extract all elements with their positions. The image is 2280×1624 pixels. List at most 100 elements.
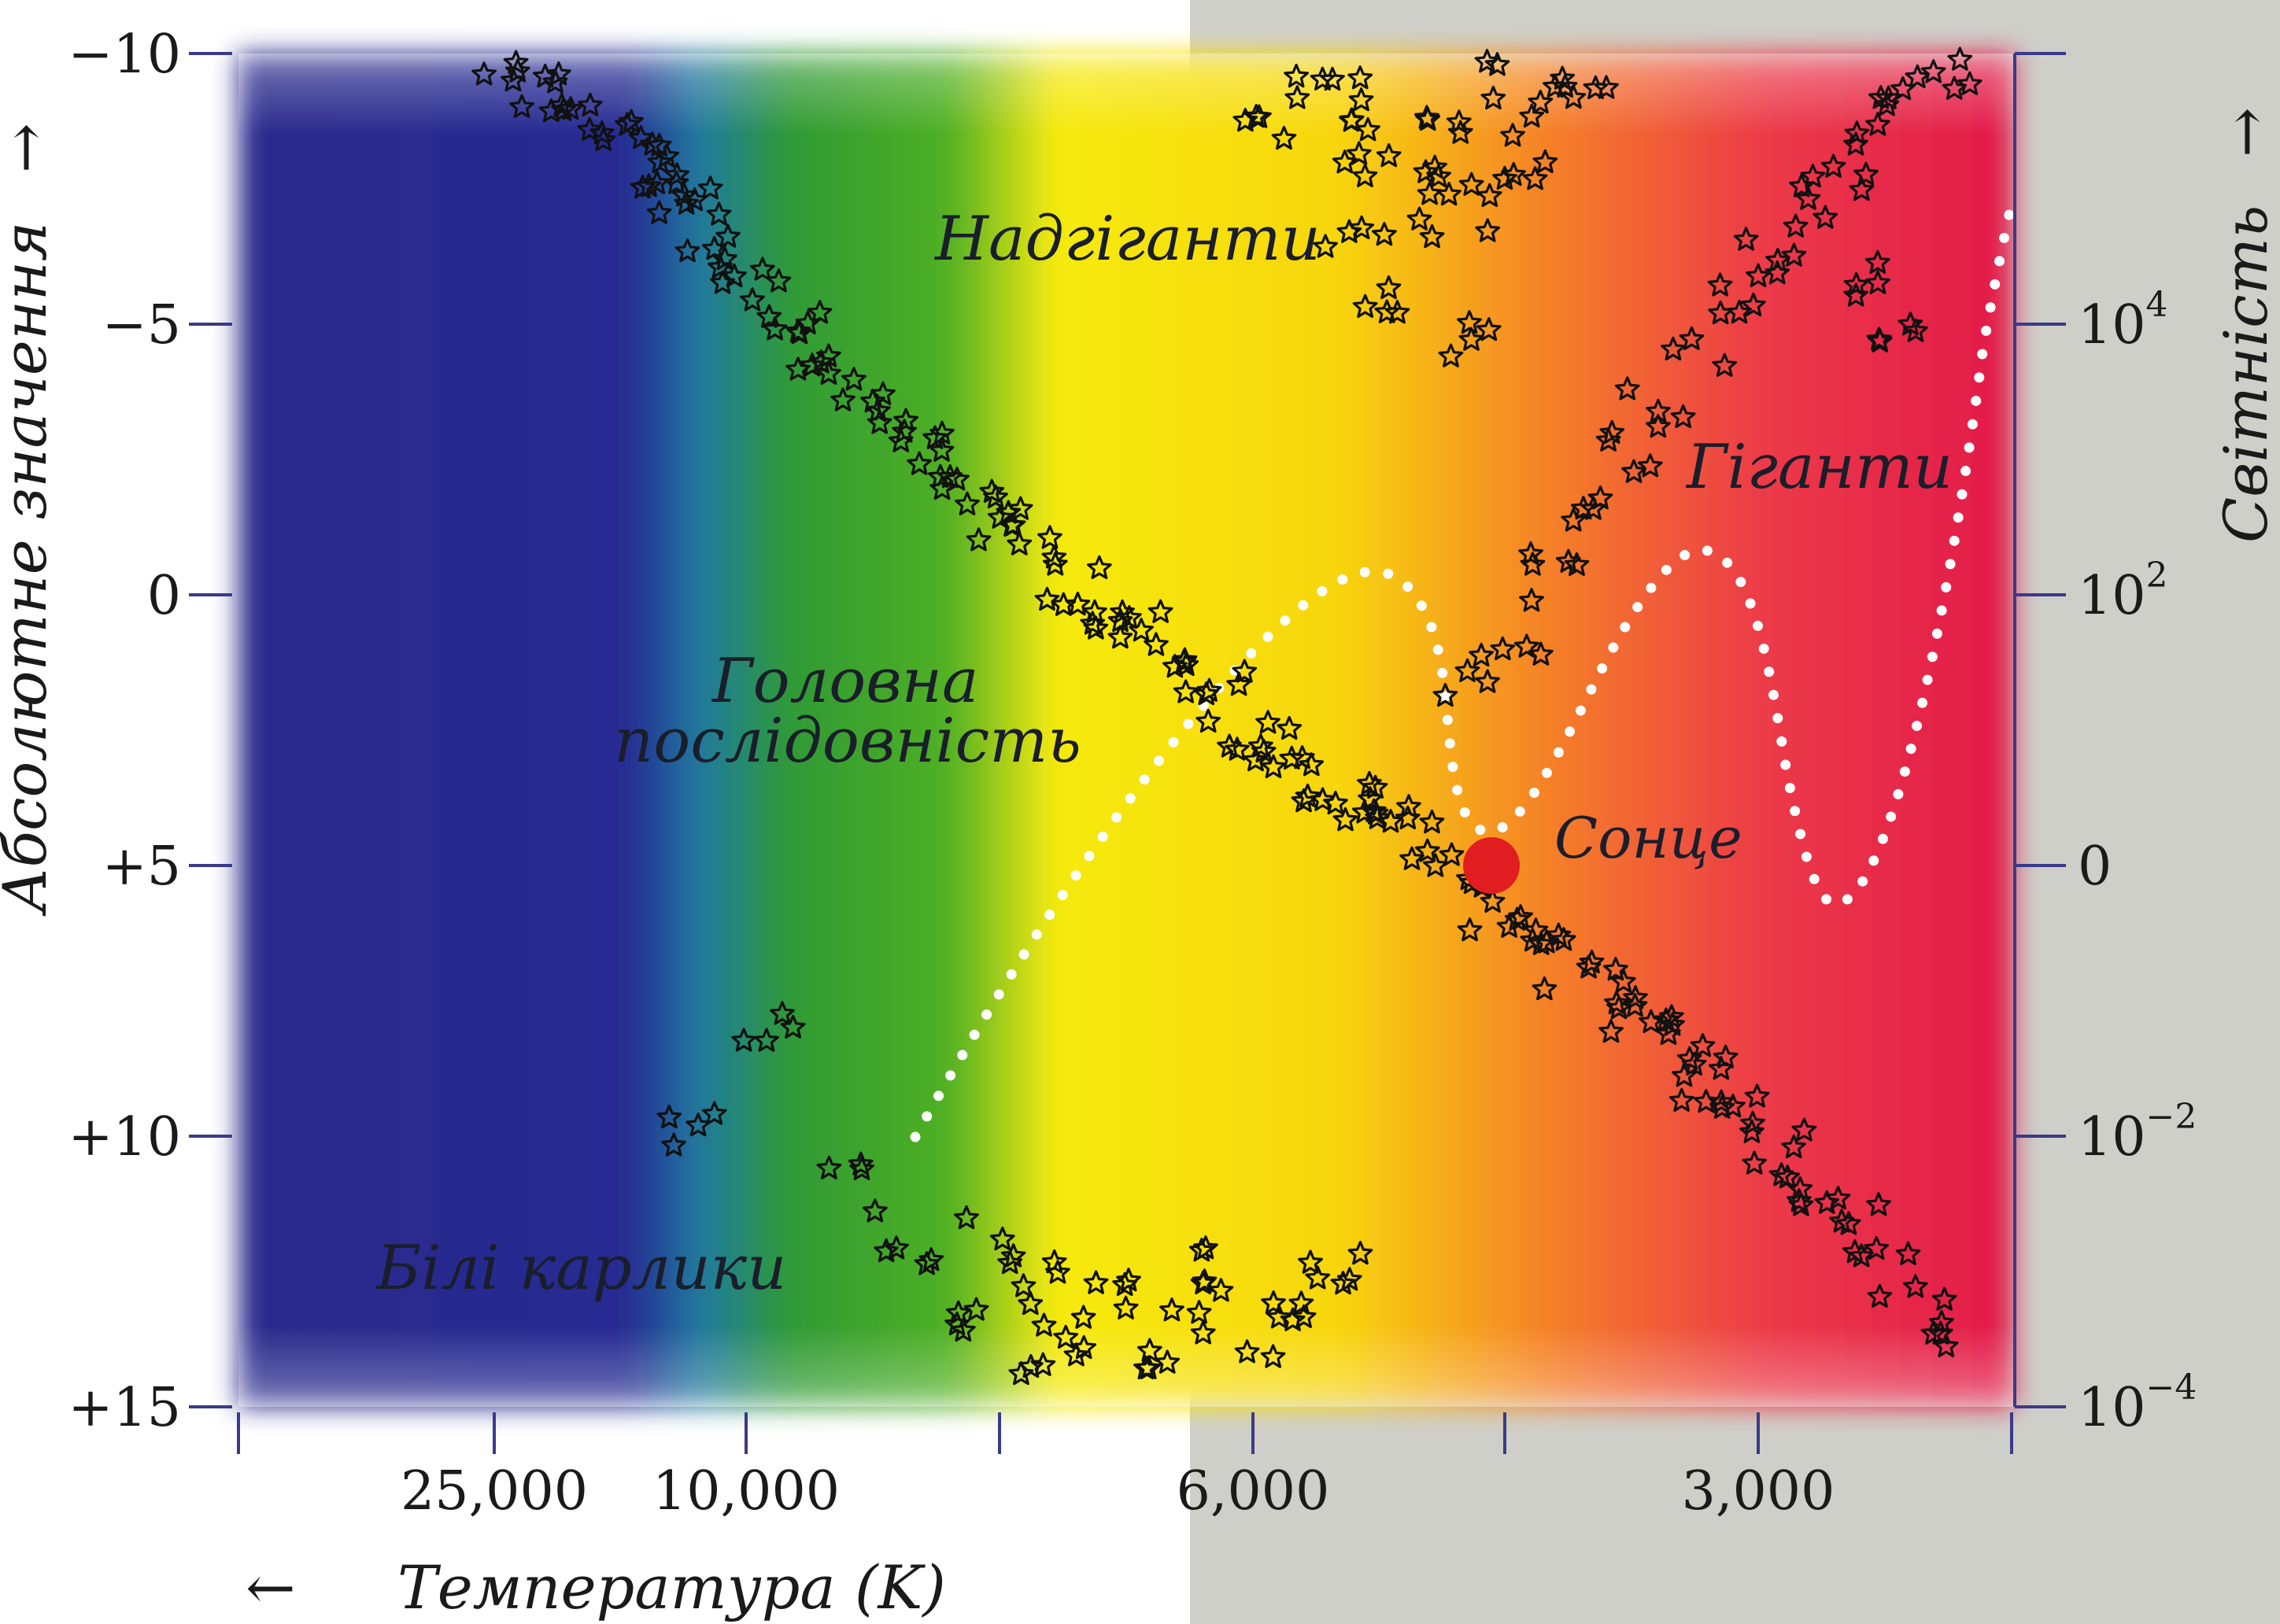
star-marker-white_dwarfs xyxy=(874,1238,899,1263)
x-axis-title: Температура (K) xyxy=(397,1552,946,1622)
star-marker-supergiants xyxy=(1376,275,1402,300)
star-marker-main_sequence xyxy=(1173,679,1199,703)
star-marker-supergiants xyxy=(1349,215,1374,240)
star-marker-main_sequence xyxy=(538,98,564,123)
star-marker-main_sequence xyxy=(1225,736,1250,761)
star-marker-main_sequence xyxy=(1895,1241,1921,1265)
star-marker-white_dwarfs xyxy=(1291,1304,1317,1328)
star-marker-main_sequence xyxy=(636,173,662,197)
star-marker-main_sequence xyxy=(929,475,955,500)
star-marker-main_sequence xyxy=(1248,733,1273,758)
star-marker-main_sequence xyxy=(1144,632,1169,656)
star-marker-main_sequence xyxy=(1933,1333,1959,1358)
star-marker-white_dwarfs xyxy=(1298,1249,1323,1274)
star-marker-white_dwarfs xyxy=(849,1156,874,1180)
star-marker-white_dwarfs xyxy=(862,1198,888,1223)
star-marker-main_sequence xyxy=(830,387,855,412)
star-marker-main_sequence xyxy=(1277,715,1303,740)
star-marker-main_sequence xyxy=(1639,1009,1664,1033)
star-marker-giants xyxy=(1903,318,1928,342)
star-marker-main_sequence xyxy=(1603,957,1628,981)
star-marker-white_dwarfs xyxy=(1071,1334,1097,1360)
star-marker-main_sequence xyxy=(1147,599,1173,623)
star-marker-white_dwarfs xyxy=(1266,1305,1292,1329)
star-marker-main_sequence xyxy=(1690,1033,1716,1057)
star-marker-main_sequence xyxy=(1788,1192,1814,1216)
star-marker-supergiants xyxy=(1374,299,1400,323)
star-marker-main_sequence xyxy=(1598,1018,1624,1043)
star-marker-main_sequence xyxy=(1129,618,1154,642)
star-marker-giants xyxy=(1765,260,1790,285)
star-marker-giants xyxy=(1520,552,1546,576)
star-marker-main_sequence xyxy=(1007,496,1033,520)
star-marker-giants xyxy=(1867,328,1893,352)
star-marker-main_sequence xyxy=(509,94,534,118)
star-marker-main_sequence xyxy=(1172,647,1198,671)
star-marker-main_sequence xyxy=(1604,990,1629,1014)
star-marker-main_sequence xyxy=(1255,710,1280,734)
star-marker-giants xyxy=(1561,507,1586,532)
star-marker-giants xyxy=(1712,352,1738,377)
star-marker-giants xyxy=(1849,177,1875,201)
star-marker-white_dwarfs xyxy=(1008,1360,1034,1386)
star-marker-main_sequence xyxy=(1546,922,1572,947)
star-marker-main_sequence xyxy=(578,92,603,116)
star-marker-main_sequence xyxy=(697,175,723,200)
star-marker-giants xyxy=(1679,326,1705,350)
star-marker-supergiants xyxy=(1528,90,1554,114)
star-marker-giants xyxy=(1765,247,1790,272)
star-marker-main_sequence xyxy=(1226,672,1251,696)
star-marker-giants xyxy=(1741,292,1766,317)
y-left-tick-label: +15 xyxy=(68,1377,181,1439)
star-marker-main_sequence xyxy=(1323,790,1348,815)
star-marker-main_sequence xyxy=(708,254,733,279)
star-marker-white_dwarfs xyxy=(1260,1344,1286,1368)
star-marker-giants xyxy=(1864,249,1890,274)
star-marker-main_sequence xyxy=(1107,625,1133,649)
star-marker-supergiants xyxy=(1458,172,1484,196)
star-marker-giants xyxy=(1661,336,1686,361)
star-marker-main_sequence xyxy=(750,257,775,281)
star-marker-white_dwarfs xyxy=(661,1132,686,1157)
star-marker-main_sequence xyxy=(644,170,670,194)
star-marker-main_sequence xyxy=(929,437,955,462)
star-marker-main_sequence xyxy=(807,300,833,324)
star-marker-supergiants xyxy=(1543,73,1568,98)
star-marker-white_dwarfs xyxy=(754,1028,779,1052)
star-marker-giants xyxy=(1564,552,1590,576)
star-marker-supergiants xyxy=(1475,218,1501,242)
star-marker-supergiants xyxy=(1310,66,1336,90)
x-tick-label: 10,000 xyxy=(652,1460,840,1522)
star-marker-white_dwarfs xyxy=(1070,1305,1096,1329)
star-marker-supergiants xyxy=(1384,300,1410,324)
star-marker-main_sequence xyxy=(1363,800,1389,825)
star-marker-main_sequence xyxy=(1395,805,1421,830)
star-marker-white_dwarfs xyxy=(989,1226,1015,1251)
star-marker-supergiants xyxy=(1474,49,1500,73)
star-marker-white_dwarfs xyxy=(1155,1349,1181,1374)
star-marker-white_dwarfs xyxy=(780,1014,806,1039)
star-marker-giants xyxy=(1571,496,1596,520)
star-marker-main_sequence xyxy=(1659,1004,1684,1028)
star-marker-white_dwarfs xyxy=(944,1311,970,1336)
star-marker-main_sequence xyxy=(1196,677,1222,702)
star-marker-white_dwarfs xyxy=(1261,1290,1286,1315)
star-marker-supergiants xyxy=(1376,143,1402,168)
star-marker-giants xyxy=(1637,453,1663,478)
star-marker-main_sequence xyxy=(996,500,1022,524)
star-marker-white_dwarfs xyxy=(1045,1260,1070,1284)
y-axis-title-left: Абсолютне значення xyxy=(0,222,60,917)
star-marker-main_sequence xyxy=(577,116,603,142)
star-marker-supergiants xyxy=(1522,166,1548,190)
star-marker-white_dwarfs xyxy=(1159,1297,1184,1322)
label-giants: Гіганти xyxy=(1685,432,1953,503)
star-marker-main_sequence xyxy=(1232,659,1258,683)
y-axis-title-right: Світність xyxy=(2211,205,2280,543)
star-marker-giants xyxy=(1528,641,1554,666)
star-marker-supergiants xyxy=(1583,75,1609,100)
star-marker-main_sequence xyxy=(639,131,665,156)
star-marker-supergiants xyxy=(1352,293,1378,318)
star-marker-main_sequence xyxy=(615,112,640,136)
star-marker-white_dwarfs xyxy=(1113,1295,1139,1320)
